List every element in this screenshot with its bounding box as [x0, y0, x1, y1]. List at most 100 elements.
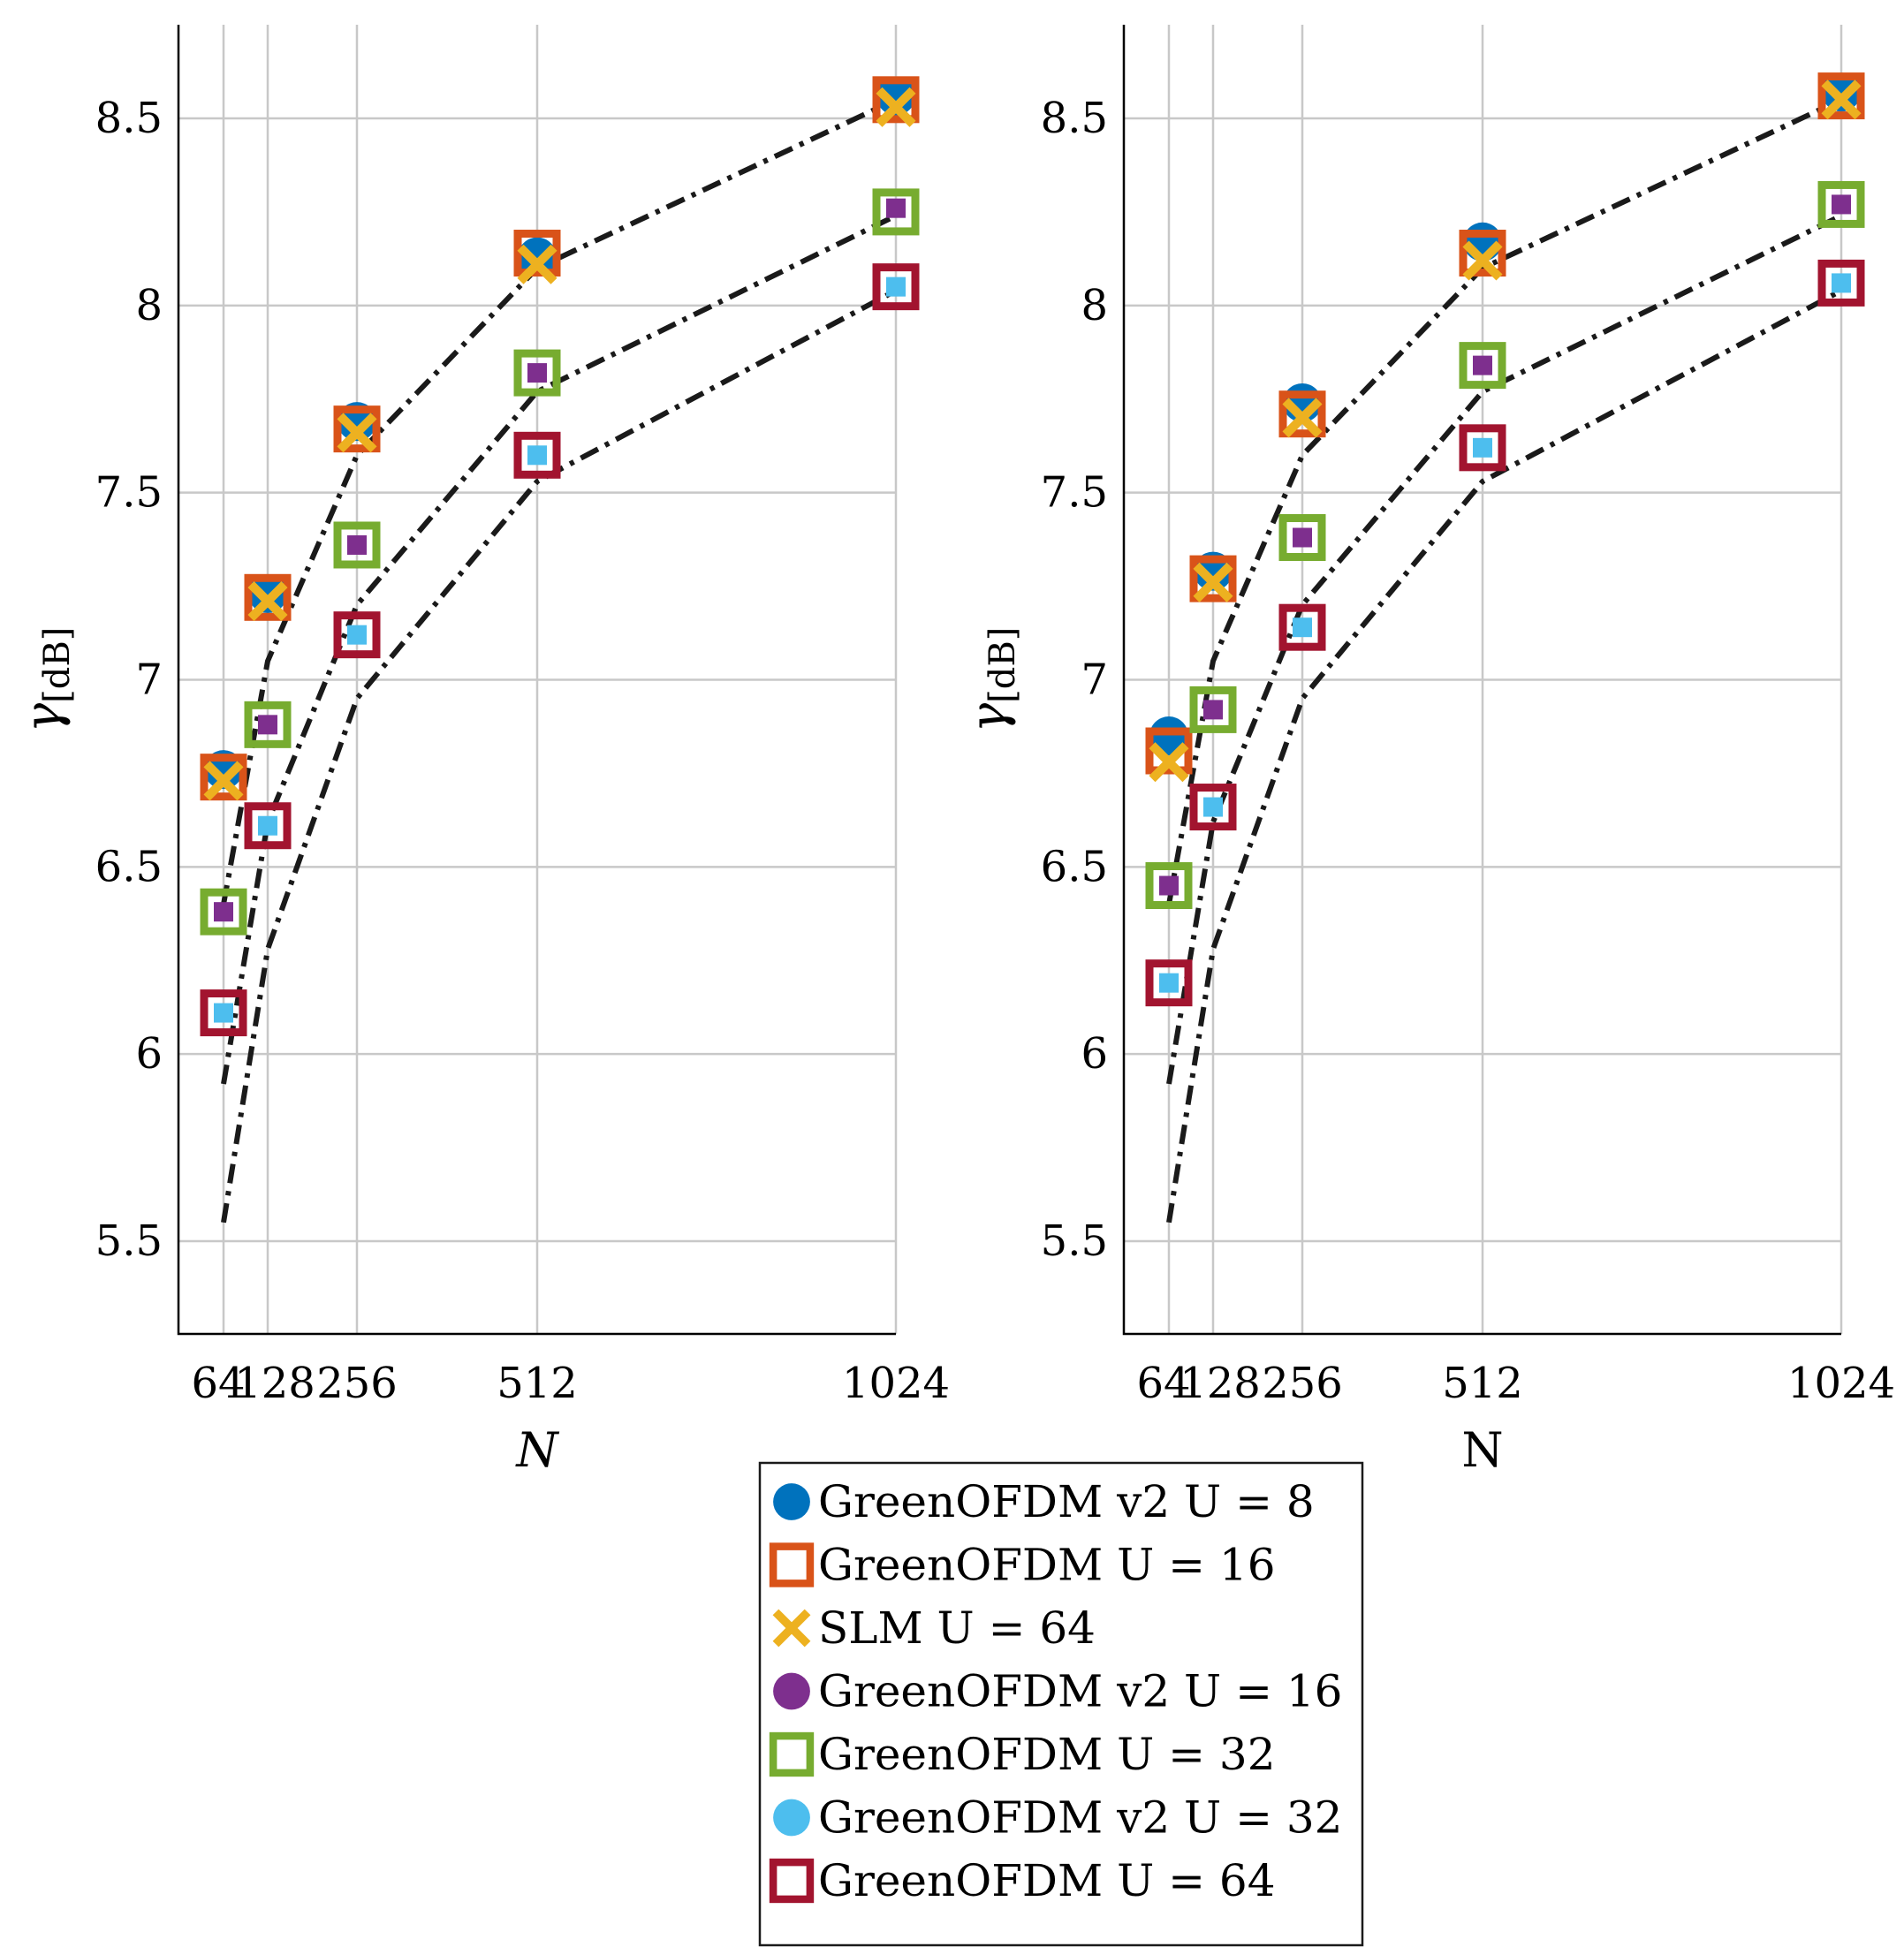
marker-greenofdm-v2-u-32: [1473, 437, 1492, 458]
marker-greenofdm-v2-u-32: [1203, 797, 1223, 817]
marker-greenofdm-u-64: [513, 431, 561, 479]
marker-greenofdm-v2-u-32: [214, 1003, 233, 1023]
marker-greenofdm-u-32: [1278, 514, 1326, 562]
fit-curve: [1166, 213, 1843, 1085]
marker-greenofdm-u-64: [1459, 424, 1506, 472]
marker-greenofdm-u-16: [513, 230, 561, 277]
marker-greenofdm-u-64: [333, 611, 381, 659]
fit-curve: [221, 213, 898, 1085]
y-tick-label: 7: [1081, 655, 1108, 705]
marker-slm-u-64: [203, 761, 244, 801]
marker-greenofdm-v2-u-32: [1832, 273, 1851, 293]
marker-greenofdm-u-16: [244, 573, 292, 621]
legend-label: GreenOFDM v2 U = 32: [818, 1792, 1342, 1844]
marker-slm-u-64: [517, 244, 558, 284]
marker-greenofdm-u-32: [1817, 180, 1865, 228]
marker-greenofdm-v2-u-16: [527, 363, 547, 383]
x-tick-label: 64: [191, 1359, 245, 1408]
axis-lines: [177, 25, 896, 1336]
marker-greenofdm-u-32: [333, 521, 381, 569]
marker-greenofdm-v2-u-16: [1832, 194, 1851, 215]
marker-greenofdm-u-16: [1817, 72, 1865, 120]
y-axis-label: γ[dB]: [960, 627, 1023, 733]
marker-greenofdm-u-16: [872, 76, 920, 124]
y-tick-label: 6.5: [1041, 842, 1108, 891]
marker-greenofdm-u-64: [1189, 784, 1237, 831]
marker-slm-u-64: [1149, 742, 1189, 783]
legend-label: GreenOFDM v2 U = 8: [818, 1476, 1315, 1527]
marker-greenofdm-v2-u-8: [876, 76, 915, 116]
fit-curve: [221, 288, 898, 1224]
marker-greenofdm-u-16: [1189, 555, 1237, 602]
fit-curve: [1166, 288, 1843, 1224]
marker-greenofdm-u-64: [872, 263, 920, 311]
marker-greenofdm-v2-u-8: [248, 574, 287, 614]
x-tick-label: 256: [1262, 1359, 1343, 1408]
y-axis-label: γ[dB]: [15, 627, 78, 733]
marker-greenofdm-v2-u-8: [1822, 72, 1861, 112]
marker-greenofdm-u-32: [1459, 342, 1506, 390]
marker-greenofdm-v2-u-32: [1293, 617, 1312, 638]
marker-slm-u-64: [337, 413, 377, 453]
x-axis-label: N: [1461, 1422, 1503, 1478]
marker-greenofdm-u-16: [1459, 230, 1506, 277]
axis-lines: [1122, 25, 1841, 1336]
y-tick-label: 8: [1081, 281, 1108, 330]
marker-greenofdm-v2-u-8: [518, 237, 557, 277]
x-tick-label: 128: [1180, 1359, 1261, 1408]
marker-greenofdm-u-16: [200, 754, 247, 801]
marker-greenofdm-u-32: [200, 888, 247, 936]
legend-label: GreenOFDM U = 64: [818, 1855, 1276, 1906]
legend-label: GreenOFDM U = 32: [818, 1729, 1276, 1780]
marker-greenofdm-u-64: [244, 802, 292, 850]
x-tick-label: 1024: [1787, 1359, 1895, 1408]
legend-marker: [773, 1799, 810, 1837]
x-tick-label: 128: [234, 1359, 315, 1408]
marker-greenofdm-u-32: [244, 701, 292, 748]
marker-greenofdm-u-32: [872, 188, 920, 236]
chart-legend: GreenOFDM v2 U = 8 GreenOFDM U = 16 SLM U …: [758, 1461, 1364, 1947]
legend-marker: [773, 1672, 810, 1710]
marker-greenofdm-v2-u-16: [347, 534, 367, 555]
x-tick-label: 64: [1136, 1359, 1190, 1408]
y-tick-label: 5.5: [1041, 1216, 1108, 1266]
legend-label: GreenOFDM v2 U = 16: [818, 1666, 1342, 1717]
y-tick-label: 8.5: [1041, 94, 1108, 143]
marker-slm-u-64: [1821, 80, 1862, 120]
marker-greenofdm-v2-u-8: [1149, 716, 1188, 756]
marker-greenofdm-u-64: [1817, 259, 1865, 307]
legend-marker: [769, 1731, 815, 1777]
marker-slm-u-64: [876, 87, 916, 127]
marker-greenofdm-v2-u-16: [886, 198, 906, 218]
x-tick-label: 512: [497, 1359, 578, 1408]
marker-greenofdm-u-64: [1145, 959, 1193, 1007]
y-tick-label: 6: [135, 1029, 163, 1079]
x-tick-label: 1024: [842, 1359, 950, 1408]
marker-greenofdm-u-32: [1145, 862, 1193, 910]
y-tick-label: 8.5: [95, 94, 163, 143]
y-tick-label: 6: [1081, 1029, 1108, 1079]
legend-marker: [773, 1483, 810, 1520]
legend-label: GreenOFDM U = 16: [818, 1540, 1276, 1591]
marker-greenofdm-u-16: [1278, 390, 1326, 438]
marker-slm-u-64: [1462, 240, 1503, 281]
marker-greenofdm-v2-u-16: [1473, 355, 1492, 375]
legend-marker: [772, 1609, 811, 1648]
y-tick-label: 5.5: [95, 1216, 163, 1266]
marker-slm-u-64: [1193, 562, 1233, 602]
marker-slm-u-64: [1282, 398, 1323, 438]
marker-greenofdm-v2-u-16: [1203, 700, 1223, 720]
marker-slm-u-64: [247, 580, 288, 622]
y-tick-label: 7.5: [95, 468, 163, 518]
marker-greenofdm-v2-u-32: [258, 815, 277, 836]
x-tick-label: 512: [1442, 1359, 1523, 1408]
fit-curve: [1166, 97, 1843, 905]
marker-greenofdm-u-64: [200, 989, 247, 1037]
marker-greenofdm-v2-u-16: [1293, 527, 1312, 548]
marker-greenofdm-v2-u-32: [527, 445, 547, 466]
marker-greenofdm-u-32: [513, 349, 561, 397]
marker-greenofdm-u-32: [1189, 686, 1237, 733]
marker-greenofdm-v2-u-32: [1159, 973, 1179, 993]
